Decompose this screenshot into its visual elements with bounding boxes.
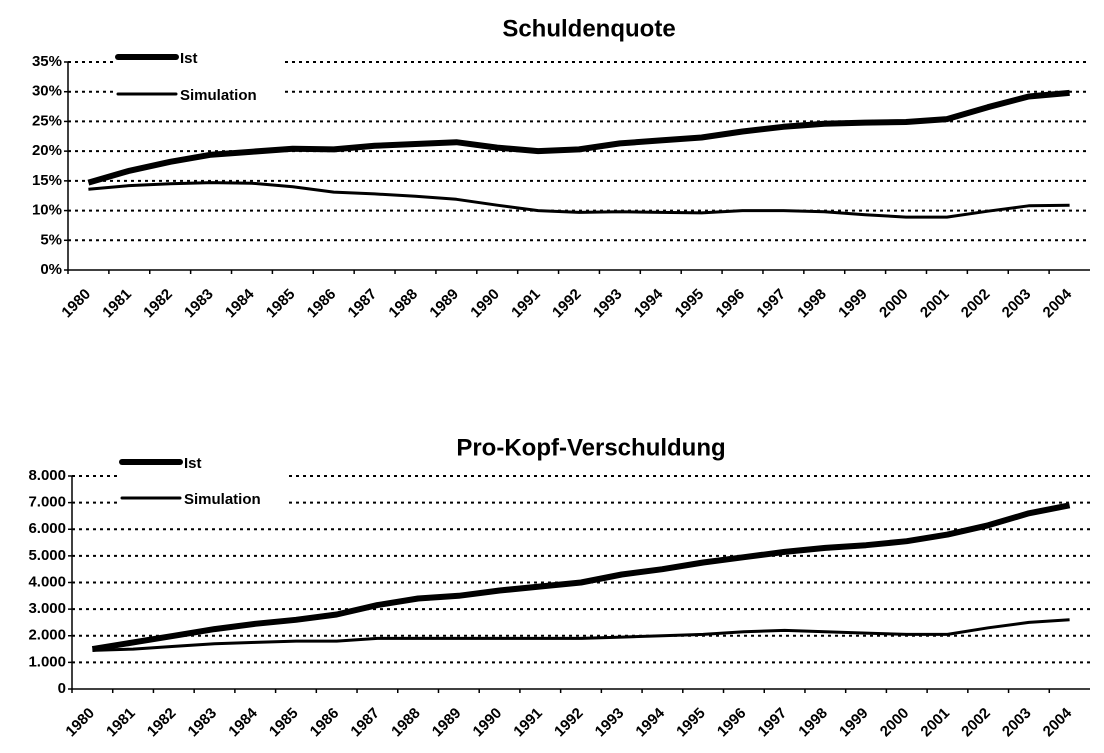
x-tick-label: 1988 <box>385 286 421 322</box>
x-tick-label: 1980 <box>62 705 98 741</box>
x-tick-label: 1989 <box>426 286 462 322</box>
x-tick-label: 1999 <box>835 286 871 322</box>
x-tick-label: 2001 <box>917 286 953 322</box>
legend-label: Ist <box>184 455 202 472</box>
x-tick-label: 2000 <box>877 705 913 741</box>
x-tick-label: 1989 <box>429 705 465 741</box>
x-tick-label: 1987 <box>347 705 383 741</box>
x-tick-label: 2001 <box>917 705 953 741</box>
series-line <box>91 502 1071 653</box>
x-tick-label: 1998 <box>794 286 830 322</box>
y-tick-label: 8.000 <box>28 467 66 484</box>
y-tick-label: 25% <box>32 112 62 129</box>
y-tick-label: 30% <box>32 83 62 100</box>
legend-box <box>113 43 283 108</box>
x-tick-label: 1999 <box>836 705 872 741</box>
x-tick-label: 1996 <box>713 286 749 322</box>
x-tick-label: 1981 <box>99 286 135 322</box>
y-tick-label: 3.000 <box>28 600 66 617</box>
x-tick-label: 1990 <box>470 705 506 741</box>
y-tick-label: 6.000 <box>28 520 66 537</box>
y-tick-label: 5% <box>40 231 62 248</box>
y-tick-label: 4.000 <box>28 573 66 590</box>
x-tick-label: 1985 <box>266 705 302 741</box>
x-tick-label: 1983 <box>185 705 221 741</box>
x-tick-label: 1994 <box>632 704 668 740</box>
series-line <box>88 181 1070 219</box>
x-tick-label: 1991 <box>510 705 546 741</box>
y-tick-label: 0% <box>40 261 62 278</box>
x-tick-label: 2003 <box>999 286 1035 322</box>
x-tick-label: 2002 <box>958 286 994 322</box>
x-tick-label: 2000 <box>876 286 912 322</box>
legend-label: Simulation <box>180 87 257 104</box>
x-tick-label: 1982 <box>144 705 180 741</box>
x-tick-label: 1997 <box>755 705 791 741</box>
x-tick-label: 1994 <box>631 285 667 321</box>
y-tick-label: 2.000 <box>28 627 66 644</box>
chart-title: Schuldenquote <box>502 15 675 42</box>
x-tick-label: 1982 <box>140 286 176 322</box>
x-tick-label: 1995 <box>672 286 708 322</box>
x-tick-label: 1986 <box>304 286 340 322</box>
y-tick-label: 7.000 <box>28 494 66 511</box>
legend-box <box>117 448 287 512</box>
y-tick-label: 5.000 <box>28 547 66 564</box>
y-tick-label: 20% <box>32 142 62 159</box>
x-tick-label: 1990 <box>467 286 503 322</box>
x-tick-label: 1992 <box>549 286 585 322</box>
legend-label: Ist <box>180 50 198 67</box>
y-tick-label: 1.000 <box>28 653 66 670</box>
x-tick-label: 2002 <box>958 705 994 741</box>
series-line <box>87 89 1070 186</box>
x-tick-label: 1993 <box>590 286 626 322</box>
x-tick-label: 1986 <box>307 705 343 741</box>
x-tick-label: 1984 <box>222 285 258 321</box>
x-tick-label: 1998 <box>795 705 831 741</box>
x-tick-label: 1981 <box>103 705 139 741</box>
series-line <box>92 618 1070 652</box>
y-tick-label: 0 <box>58 680 66 697</box>
y-tick-label: 10% <box>32 202 62 219</box>
x-tick-label: 2004 <box>1040 704 1076 740</box>
x-tick-label: 1997 <box>753 286 789 322</box>
x-tick-label: 1983 <box>181 286 217 322</box>
x-tick-label: 1992 <box>551 705 587 741</box>
x-tick-label: 1988 <box>388 705 424 741</box>
y-tick-label: 15% <box>32 172 62 189</box>
x-tick-label: 1980 <box>58 286 94 322</box>
x-tick-label: 1995 <box>673 705 709 741</box>
x-tick-label: 2004 <box>1040 285 1076 321</box>
x-tick-label: 1996 <box>714 705 750 741</box>
x-tick-label: 1991 <box>508 286 544 322</box>
x-tick-label: 1993 <box>592 705 628 741</box>
chart-title: Pro-Kopf-Verschuldung <box>456 434 725 461</box>
y-tick-label: 35% <box>32 53 62 70</box>
x-tick-label: 1984 <box>225 704 261 740</box>
legend-label: Simulation <box>184 491 261 508</box>
x-tick-label: 1985 <box>263 286 299 322</box>
x-tick-label: 2003 <box>999 705 1035 741</box>
x-tick-label: 1987 <box>345 286 381 322</box>
